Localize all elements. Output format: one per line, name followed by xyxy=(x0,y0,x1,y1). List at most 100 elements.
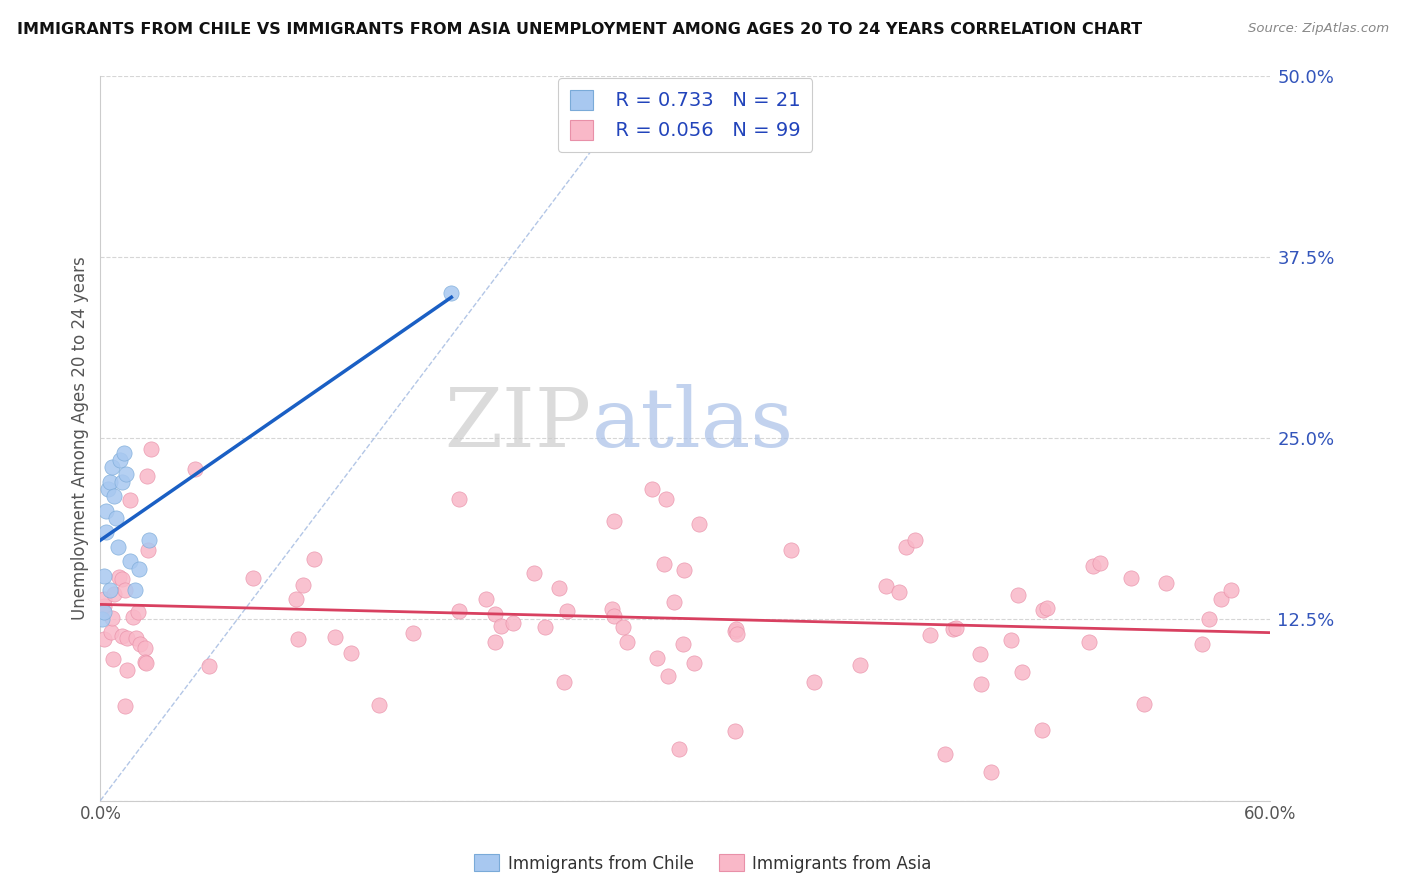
Point xyxy=(683,656,706,670)
Point xyxy=(934,747,956,761)
Point xyxy=(124,631,146,645)
Point xyxy=(112,445,135,459)
Point xyxy=(724,724,747,739)
Point xyxy=(285,592,308,607)
Point xyxy=(138,533,160,547)
Point xyxy=(904,533,927,548)
Point xyxy=(654,491,676,506)
Point xyxy=(128,637,150,651)
Point xyxy=(894,540,917,554)
Point xyxy=(96,525,118,540)
Point xyxy=(98,475,121,489)
Point xyxy=(889,585,911,599)
Point xyxy=(1119,571,1142,585)
Point xyxy=(100,611,122,625)
Point xyxy=(115,631,138,645)
Point xyxy=(100,625,122,640)
Point xyxy=(484,607,506,622)
Point xyxy=(114,467,136,482)
Point xyxy=(616,634,638,648)
Point xyxy=(1191,636,1213,650)
Point xyxy=(124,583,146,598)
Point xyxy=(553,675,575,690)
Point xyxy=(652,557,675,571)
Point xyxy=(134,640,156,655)
Point xyxy=(640,482,662,496)
Point xyxy=(108,570,131,584)
Point xyxy=(645,651,668,665)
Point xyxy=(287,632,309,646)
Point xyxy=(1198,612,1220,626)
Point xyxy=(945,621,967,635)
Point xyxy=(139,442,162,457)
Point xyxy=(134,655,156,669)
Point xyxy=(875,579,897,593)
Point xyxy=(96,503,118,517)
Text: atlas: atlas xyxy=(592,384,794,464)
Point xyxy=(103,587,125,601)
Point xyxy=(918,628,941,642)
Point xyxy=(612,619,634,633)
Point xyxy=(197,659,219,673)
Point xyxy=(1031,723,1053,737)
Point xyxy=(93,605,115,619)
Text: IMMIGRANTS FROM CHILE VS IMMIGRANTS FROM ASIA UNEMPLOYMENT AMONG AGES 20 TO 24 Y: IMMIGRANTS FROM CHILE VS IMMIGRANTS FROM… xyxy=(17,22,1142,37)
Point xyxy=(688,517,710,532)
Point xyxy=(1090,556,1112,570)
Point xyxy=(475,592,498,607)
Point xyxy=(1035,601,1057,615)
Y-axis label: Unemployment Among Ages 20 to 24 years: Unemployment Among Ages 20 to 24 years xyxy=(72,256,89,620)
Point xyxy=(97,482,120,496)
Point xyxy=(1220,582,1243,597)
Point xyxy=(291,578,314,592)
Point xyxy=(534,620,557,634)
Point xyxy=(1081,559,1104,574)
Point xyxy=(111,475,134,489)
Point xyxy=(1000,632,1022,647)
Point xyxy=(118,554,141,568)
Point xyxy=(671,637,693,651)
Point xyxy=(662,595,685,609)
Point xyxy=(302,552,325,566)
Point xyxy=(103,489,125,503)
Point xyxy=(724,624,747,638)
Point xyxy=(93,599,115,613)
Point xyxy=(93,569,115,583)
Point xyxy=(340,646,363,660)
Point xyxy=(980,764,1002,779)
Point xyxy=(91,612,114,626)
Point xyxy=(103,652,125,666)
Point xyxy=(440,286,463,301)
Point xyxy=(323,630,346,644)
Point xyxy=(724,622,747,636)
Point xyxy=(942,623,965,637)
Point xyxy=(603,514,626,528)
Point xyxy=(104,511,127,525)
Point xyxy=(122,610,145,624)
Point xyxy=(101,460,124,475)
Point xyxy=(668,742,690,756)
Point xyxy=(603,608,626,623)
Point xyxy=(183,462,205,476)
Point xyxy=(111,572,134,586)
Point xyxy=(1007,588,1029,602)
Point xyxy=(93,591,115,606)
Point xyxy=(523,566,546,580)
Point xyxy=(367,698,389,712)
Point xyxy=(484,635,506,649)
Point xyxy=(93,632,115,647)
Point xyxy=(673,563,696,577)
Point xyxy=(1209,591,1232,606)
Point xyxy=(242,571,264,585)
Point xyxy=(127,605,149,619)
Point xyxy=(555,604,578,618)
Legend: Immigrants from Chile, Immigrants from Asia: Immigrants from Chile, Immigrants from A… xyxy=(468,847,938,880)
Point xyxy=(1011,665,1033,680)
Point xyxy=(803,675,825,690)
Point xyxy=(1154,576,1177,591)
Point xyxy=(402,626,425,640)
Text: Source: ZipAtlas.com: Source: ZipAtlas.com xyxy=(1249,22,1389,36)
Point xyxy=(849,657,872,672)
Point xyxy=(114,699,136,714)
Point xyxy=(725,626,748,640)
